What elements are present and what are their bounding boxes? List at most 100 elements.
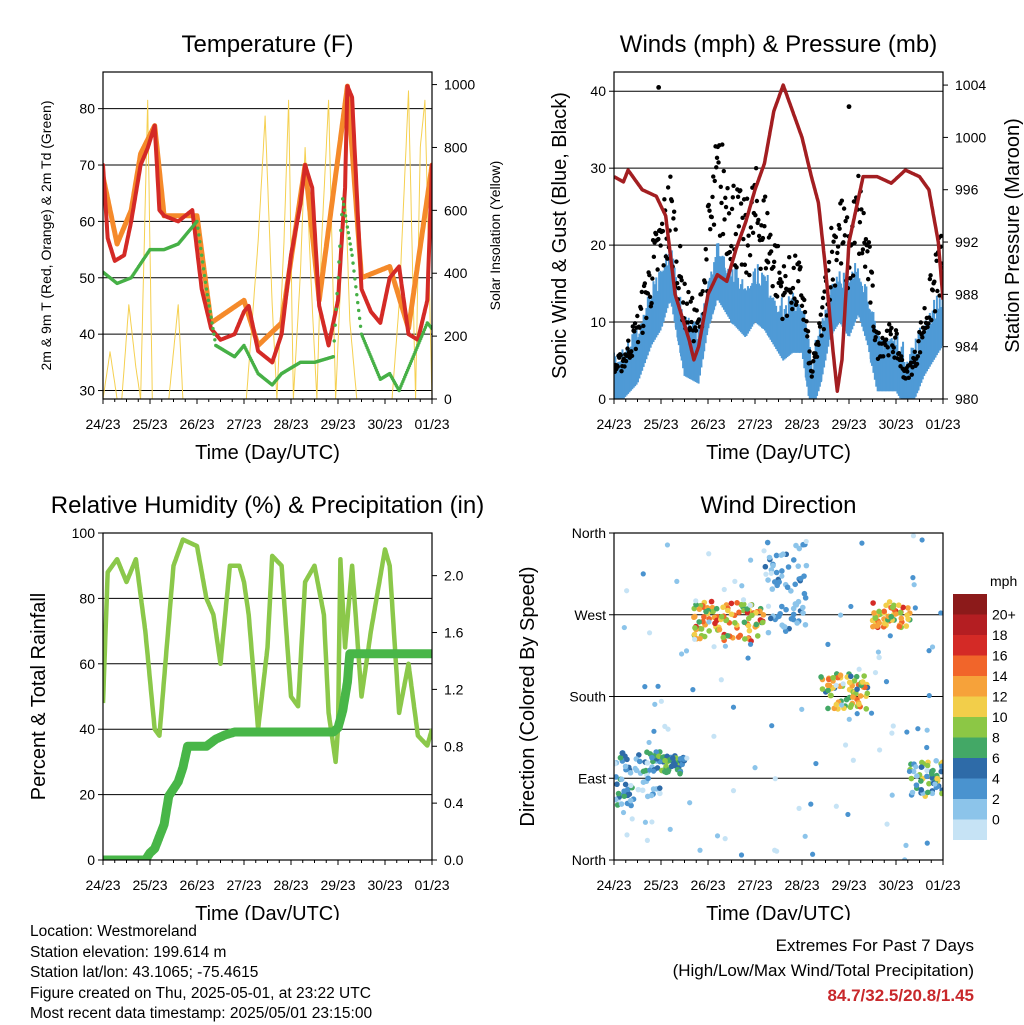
y2-tick-label: 0.4 [444, 795, 464, 811]
gust-point [790, 285, 796, 291]
direction-point [614, 796, 619, 803]
direction-point [840, 681, 846, 687]
dewpoint-point [210, 321, 214, 325]
direction-point [767, 615, 774, 622]
gust-point [629, 353, 635, 359]
gust-point [711, 222, 717, 227]
direction-point [848, 603, 854, 610]
x-axis-label: Time (Day/UTC) [195, 903, 340, 920]
gust-point [906, 375, 911, 381]
direction-point [730, 788, 737, 794]
direction-point [739, 583, 745, 589]
gust-point [789, 300, 794, 305]
gust-point [886, 353, 891, 358]
direction-point [721, 586, 727, 593]
gust-point [865, 276, 871, 282]
y2-tick-label: 0.0 [444, 852, 464, 868]
direction-point [892, 611, 899, 617]
dewpoint-point [352, 269, 356, 273]
direction-point [839, 702, 845, 708]
y2-axis-label: Station Pressure (Maroon) [1002, 118, 1024, 353]
colorbar-swatch [953, 635, 987, 656]
gust-point [676, 285, 681, 291]
gust-point [731, 183, 736, 189]
dewpoint-point [197, 233, 201, 237]
gust-point [733, 231, 739, 237]
gust-point [645, 291, 651, 296]
gust-point [661, 263, 666, 268]
gust-point [822, 289, 827, 294]
direction-point [742, 636, 748, 642]
extremes-subtitle: (High/Low/Max Wind/Total Precipitation) [672, 961, 974, 980]
gust-point [863, 236, 869, 242]
humidity-line [103, 537, 432, 765]
direction-point [848, 673, 854, 680]
direction-point [854, 686, 860, 693]
gust-point [816, 342, 821, 347]
direction-point [621, 624, 627, 631]
gust-point [780, 316, 785, 322]
y-tick-label: 30 [79, 383, 95, 399]
x-tick-label: 26/23 [690, 416, 725, 432]
colorbar-label: 18 [992, 627, 1008, 643]
direction-point [754, 633, 761, 639]
gust-point [792, 296, 797, 301]
gust-point [775, 243, 781, 249]
y2-tick-label: 800 [444, 139, 468, 155]
direction-point [906, 768, 913, 775]
gust-point [809, 374, 814, 379]
direction-point [772, 776, 778, 782]
gust-point [674, 259, 679, 264]
gust-point [748, 225, 754, 230]
direction-point [683, 648, 690, 654]
direction-point [651, 768, 657, 774]
gust-point [861, 210, 866, 216]
gust-point [852, 240, 857, 245]
direction-point [728, 600, 735, 607]
gust-point [884, 337, 889, 342]
direction-point [924, 773, 930, 780]
direction-point [752, 765, 758, 771]
gust-point [753, 166, 759, 171]
y2-tick-label: 1.2 [444, 681, 464, 697]
gust-point [856, 173, 861, 179]
colorbar-swatch [953, 819, 987, 840]
gust-point [818, 312, 823, 317]
colorbar-label: 2 [992, 791, 1000, 807]
dewpoint-point [331, 355, 335, 359]
dewpoint-point [341, 202, 346, 207]
direction-point [712, 620, 718, 627]
gust-point [866, 240, 872, 245]
gust-point [771, 259, 777, 265]
dewpoint-point [198, 240, 202, 244]
y2-tick-label: 1004 [955, 77, 986, 93]
direction-point [819, 686, 826, 692]
gust-point [756, 233, 762, 239]
y2-tick-label: 2.0 [444, 568, 464, 584]
humidity-title: Relative Humidity (%) & Precipitation (i… [51, 492, 484, 519]
gust-point [860, 247, 866, 252]
recent-data-text: Most recent data timestamp: 2025/05/01 2… [30, 1005, 373, 1023]
gust-point [709, 214, 714, 220]
direction-point [803, 562, 810, 569]
colorbar-swatch [953, 614, 987, 635]
plot-border [102, 532, 433, 861]
gust-point [655, 267, 660, 272]
precip-line [103, 649, 432, 860]
gust-point [768, 232, 773, 238]
direction-point [890, 723, 896, 729]
direction-point [796, 545, 803, 552]
gust-point [712, 178, 717, 184]
direction-point [691, 613, 698, 620]
gust-point [696, 317, 702, 322]
direction-point [696, 619, 702, 625]
direction-point [744, 606, 751, 612]
gust-point [674, 281, 680, 286]
direction-point [759, 619, 766, 626]
gust-point [834, 257, 839, 263]
gust-point [926, 321, 931, 326]
gust-point [762, 194, 768, 199]
y-tick-label: East [578, 770, 606, 786]
gust-point [647, 294, 653, 300]
gust-point [691, 339, 696, 344]
